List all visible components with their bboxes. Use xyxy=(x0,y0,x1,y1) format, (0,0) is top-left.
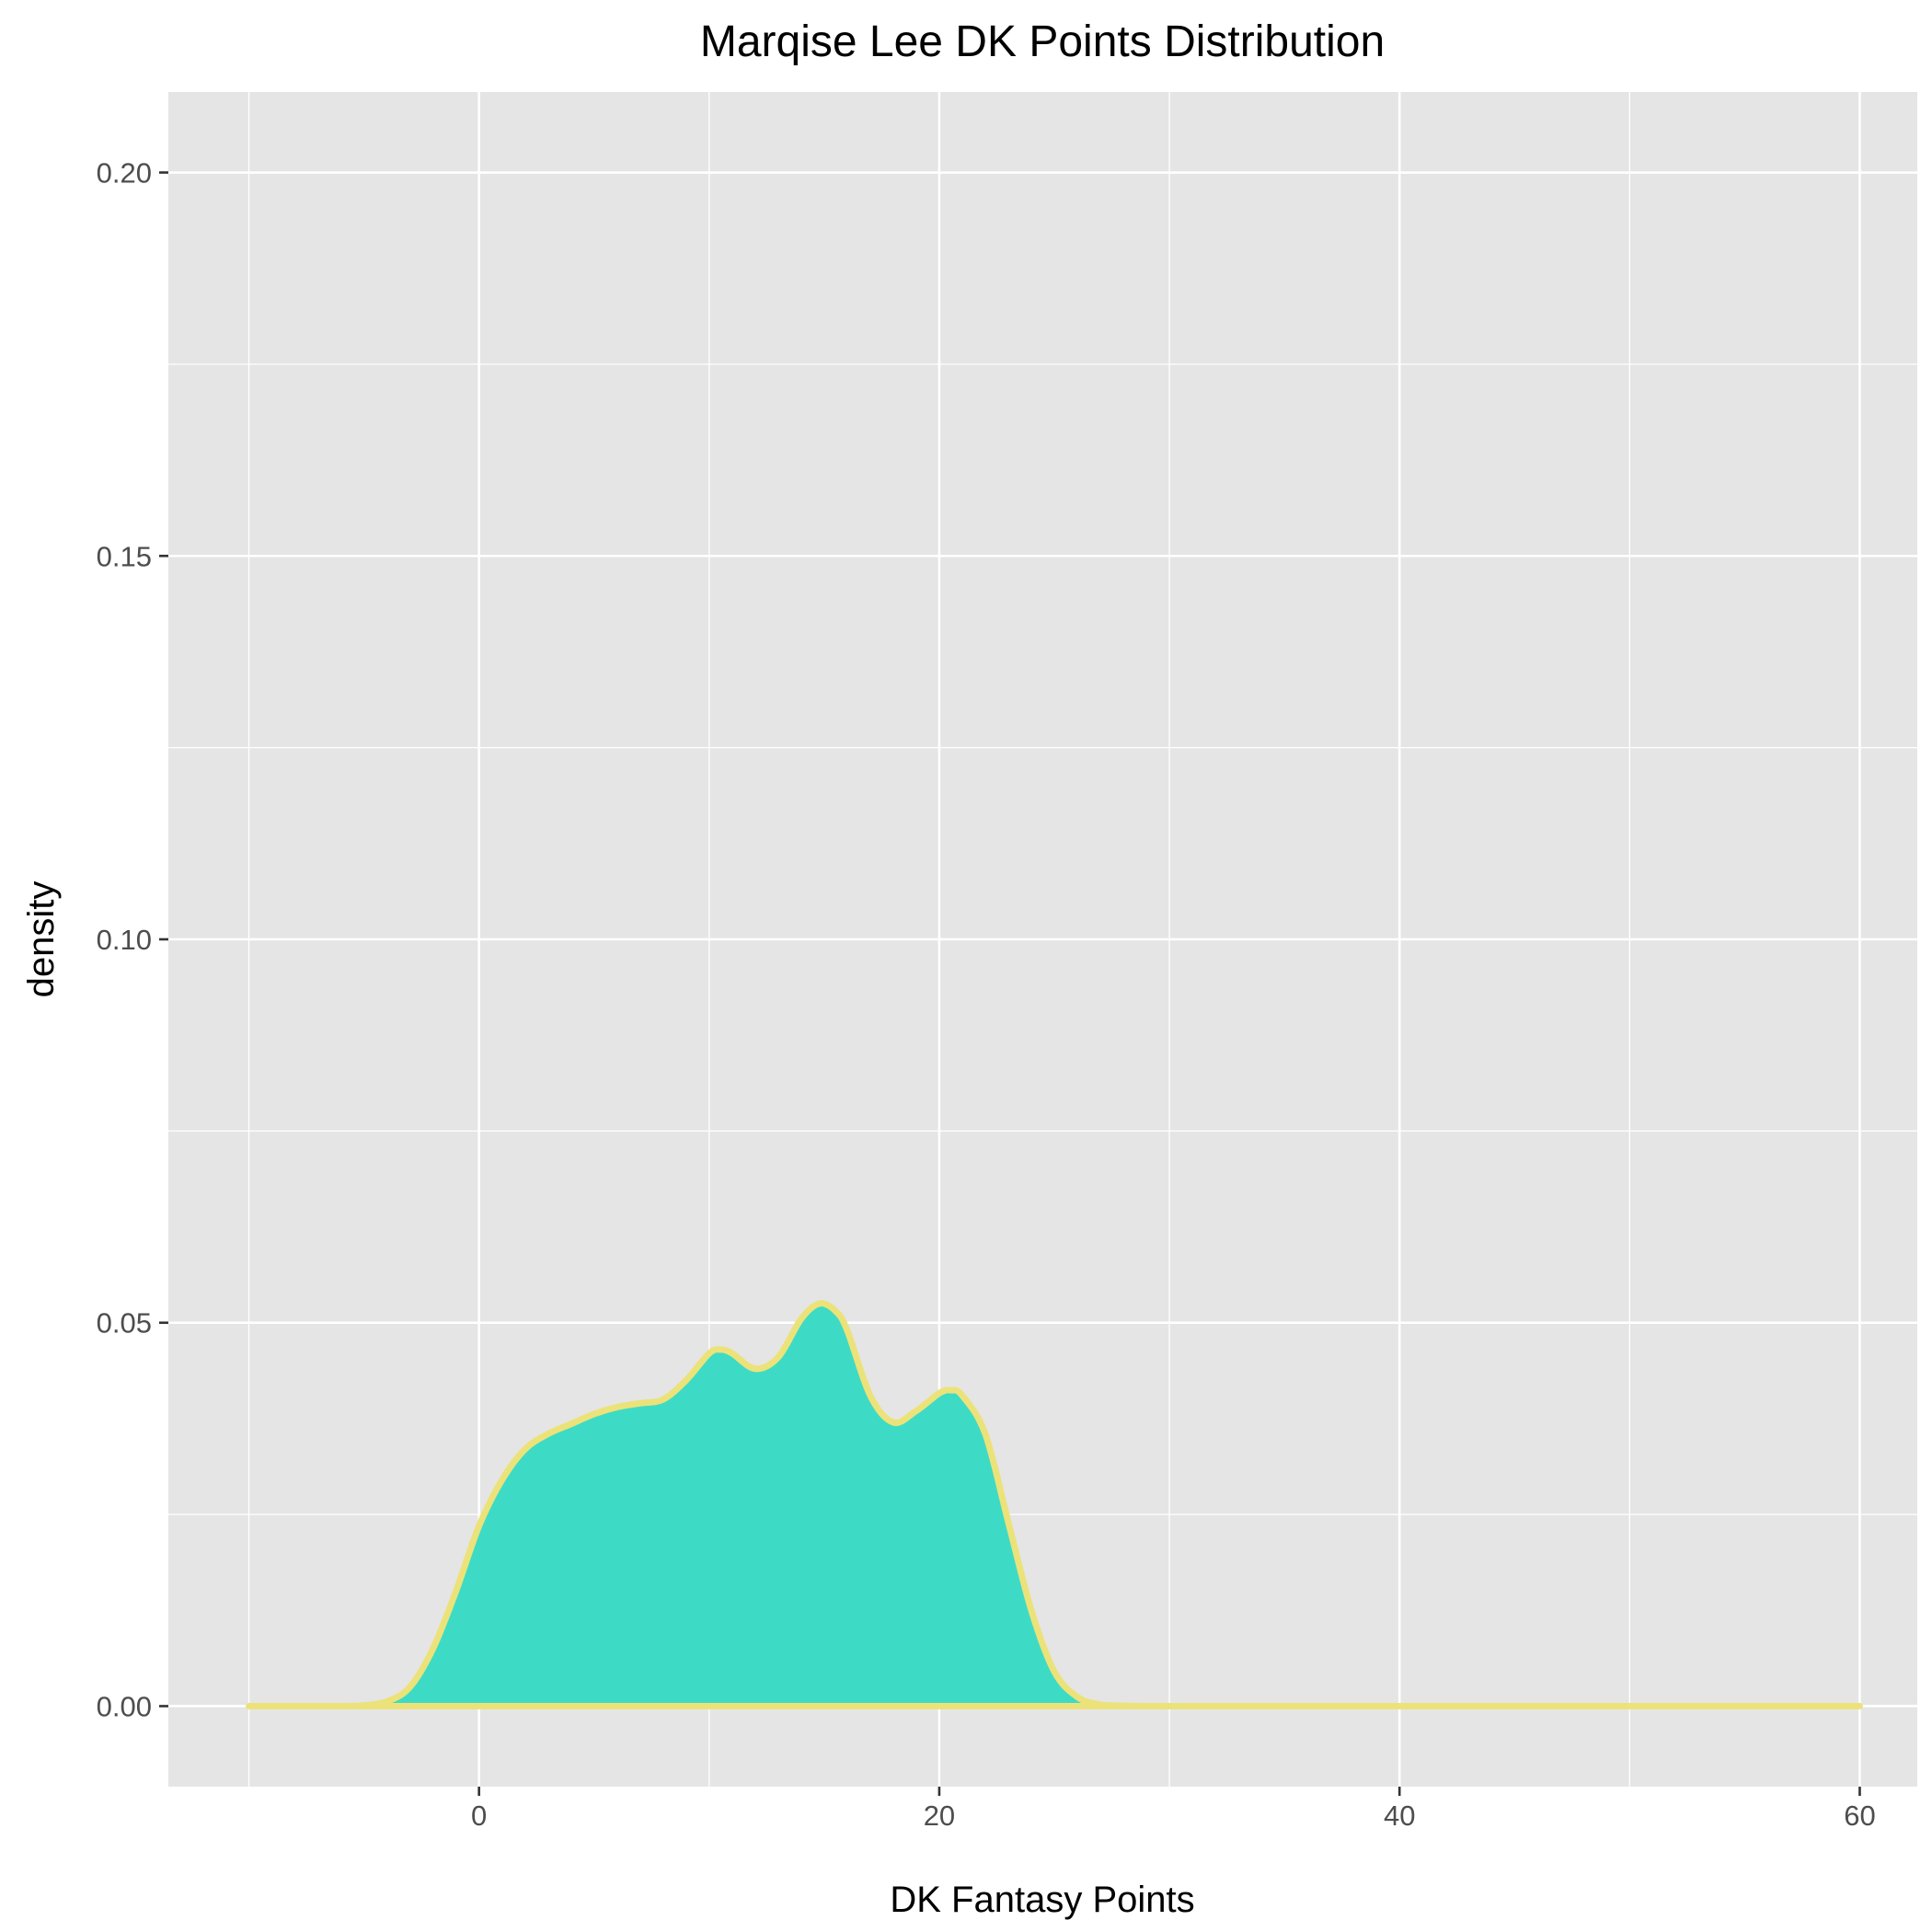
x-tick-label: 60 xyxy=(1844,1800,1875,1832)
y-tick-label: 0.15 xyxy=(97,540,152,572)
density-outline xyxy=(246,1300,1863,1709)
y-tick-label: 0.05 xyxy=(97,1307,152,1340)
y-axis: 0.00 0.05 0.10 0.15 0.20 xyxy=(97,157,168,1722)
y-tick-label: 0.00 xyxy=(97,1690,152,1722)
x-axis-title: DK Fantasy Points xyxy=(890,1880,1194,1920)
x-tick-label: 0 xyxy=(471,1800,487,1832)
x-tick-label: 20 xyxy=(924,1800,955,1832)
chart-title: Marqise Lee DK Points Distribution xyxy=(700,17,1385,66)
x-axis: 0 20 40 60 xyxy=(471,1787,1876,1832)
y-tick-label: 0.10 xyxy=(97,924,152,956)
x-tick-label: 40 xyxy=(1384,1800,1415,1832)
density-layer xyxy=(246,1300,1863,1709)
y-tick-label: 0.20 xyxy=(97,157,152,190)
y-axis-title: density xyxy=(21,881,62,998)
